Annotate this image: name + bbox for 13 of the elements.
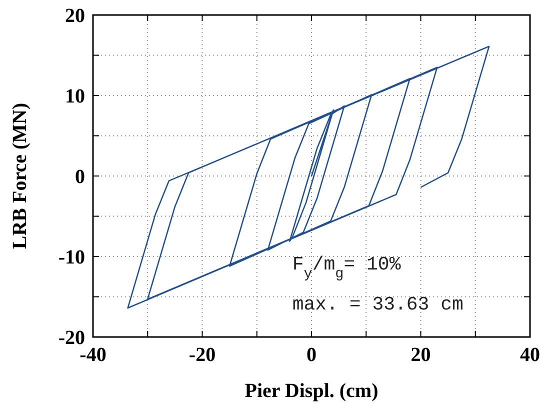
- y-tick-label: 20: [65, 5, 85, 27]
- y-tick-label: 0: [75, 166, 85, 188]
- annotation: max. = 33.63 cm: [292, 293, 464, 316]
- x-tick-label: 40: [520, 344, 540, 366]
- x-tick-label: 0: [306, 344, 316, 366]
- x-tick-label: -20: [188, 344, 216, 366]
- y-tick-label: -10: [58, 246, 85, 268]
- x-tick-label: 20: [410, 344, 431, 366]
- y-axis-title: LRB Force (MN): [9, 102, 31, 250]
- annotation: F$_{y}$/m$_{g}$= 10%: [292, 253, 402, 282]
- y-tick-label: 10: [65, 86, 85, 108]
- line-series: [127, 46, 490, 309]
- x-axis-title: Pier Displ. (cm): [244, 380, 378, 402]
